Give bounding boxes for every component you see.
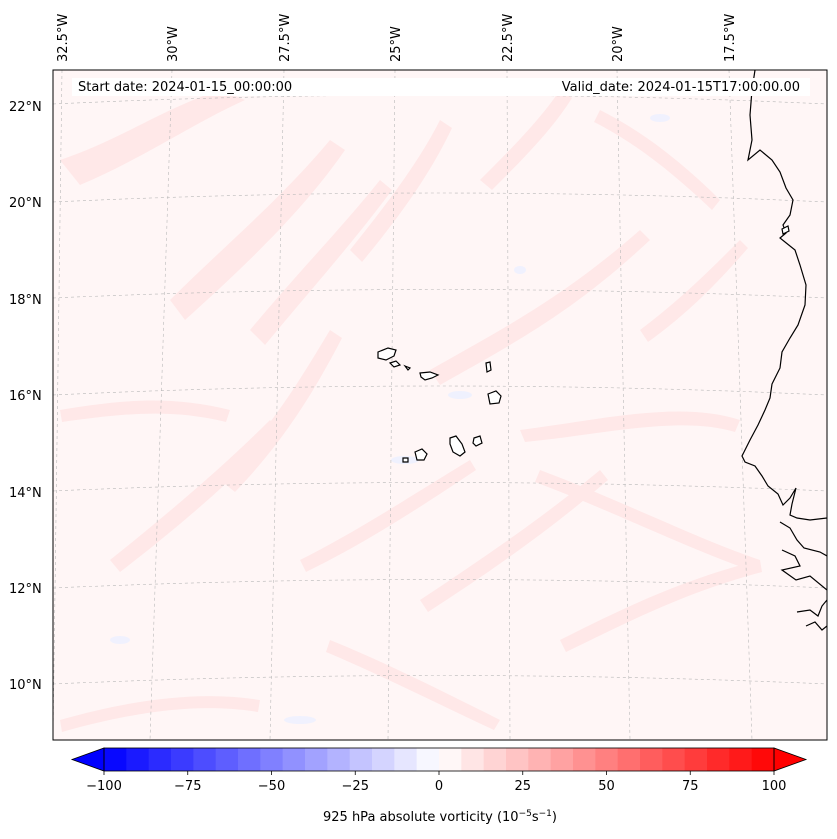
colorbar-ticks: −100 −75 −50 −25 0 25 50 75 100 bbox=[86, 771, 786, 794]
colorbar-segment bbox=[372, 748, 395, 771]
start-date-text: Start date: 2024-01-15_00:00:00 bbox=[78, 80, 292, 95]
lat-label-16n: 16°N bbox=[9, 389, 42, 404]
colorbar-max-extension bbox=[773, 747, 808, 772]
meridian-gridlines bbox=[53, 70, 753, 740]
colorbar-segment bbox=[305, 748, 328, 771]
header-panel bbox=[72, 78, 810, 96]
colorbar: −100 −75 −50 −25 0 25 50 75 100 925 hPa absolute… bbox=[70, 747, 808, 825]
colorbar-segment bbox=[595, 748, 619, 771]
parallel-gridlines bbox=[53, 94, 827, 685]
lon-label-17.5w: 17.5°W bbox=[723, 14, 738, 62]
colorbar-segment bbox=[104, 748, 127, 771]
colorbar-segment bbox=[707, 748, 730, 771]
african-coastline bbox=[741, 70, 827, 631]
colorbar-segment bbox=[461, 748, 485, 771]
longitude-labels: 32.5°W 30°W 27.5°W 25°W 22.5°W 20°W 17.5… bbox=[56, 14, 738, 62]
colorbar-segment bbox=[684, 748, 708, 771]
colorbar-segments bbox=[104, 748, 775, 771]
colorbar-tick-label: −50 bbox=[258, 779, 285, 794]
colorbar-segment bbox=[617, 748, 641, 771]
colorbar-segment bbox=[528, 748, 552, 771]
map-frame bbox=[52, 69, 828, 741]
lon-label-22.5w: 22.5°W bbox=[501, 14, 516, 62]
positive-vorticity-streaks bbox=[60, 90, 762, 732]
lat-label-10n: 10°N bbox=[9, 678, 42, 693]
colorbar-segment bbox=[148, 748, 172, 771]
colorbar-segment bbox=[394, 748, 418, 771]
latitude-labels: 22°N 20°N 18°N 16°N 14°N 12°N 10°N bbox=[9, 100, 42, 693]
colorbar-segment bbox=[260, 748, 284, 771]
map-panel: Start date: 2024-01-15_00:00:00 Valid_da… bbox=[53, 70, 827, 740]
lat-label-20n: 20°N bbox=[9, 196, 42, 211]
colorbar-segment bbox=[215, 748, 239, 771]
valid-date-text: Valid_date: 2024-01-15T17:00:00.00 bbox=[562, 80, 800, 95]
colorbar-tick-label: 75 bbox=[682, 779, 699, 794]
lat-label-14n: 14°N bbox=[9, 486, 42, 501]
colorbar-segment bbox=[327, 748, 351, 771]
colorbar-segment bbox=[126, 748, 150, 771]
lon-label-20w: 20°W bbox=[611, 26, 626, 62]
colorbar-tick-label: −75 bbox=[174, 779, 201, 794]
colorbar-tick-label: −25 bbox=[342, 779, 369, 794]
colorbar-label: 925 hPa absolute vorticity (10−5s−1) bbox=[323, 809, 557, 825]
colorbar-tick-label: 50 bbox=[598, 779, 615, 794]
colorbar-segment bbox=[238, 748, 261, 771]
colorbar-segment bbox=[573, 748, 596, 771]
colorbar-segment bbox=[439, 748, 462, 771]
colorbar-segment bbox=[550, 748, 574, 771]
colorbar-segment bbox=[483, 748, 507, 771]
colorbar-min-extension bbox=[70, 747, 105, 772]
lon-label-27.5w: 27.5°W bbox=[278, 14, 293, 62]
negative-vorticity-patches bbox=[110, 114, 670, 724]
colorbar-segment bbox=[416, 748, 440, 771]
colorbar-tick-label: −100 bbox=[86, 779, 122, 794]
colorbar-segment bbox=[729, 748, 753, 771]
colorbar-tick-label: 0 bbox=[435, 779, 443, 794]
colorbar-segment bbox=[193, 748, 217, 771]
lat-label-22n: 22°N bbox=[9, 100, 42, 115]
colorbar-segment bbox=[662, 748, 686, 771]
colorbar-segment bbox=[506, 748, 529, 771]
lon-label-25w: 25°W bbox=[389, 26, 404, 62]
colorbar-segment bbox=[349, 748, 373, 771]
lon-label-30w: 30°W bbox=[166, 26, 181, 62]
colorbar-segment bbox=[640, 748, 663, 771]
lat-label-12n: 12°N bbox=[9, 582, 42, 597]
colorbar-tick-label: 100 bbox=[762, 779, 787, 794]
colorbar-segment bbox=[171, 748, 194, 771]
colorbar-segment bbox=[751, 748, 775, 771]
cape-verde-islands bbox=[377, 347, 502, 463]
lat-label-18n: 18°N bbox=[9, 293, 42, 308]
colorbar-tick-label: 25 bbox=[514, 779, 531, 794]
colorbar-segment bbox=[282, 748, 306, 771]
lon-label-32.5w: 32.5°W bbox=[56, 14, 71, 62]
